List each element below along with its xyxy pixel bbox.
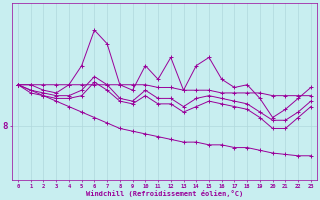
X-axis label: Windchill (Refroidissement éolien,°C): Windchill (Refroidissement éolien,°C) <box>86 190 243 197</box>
